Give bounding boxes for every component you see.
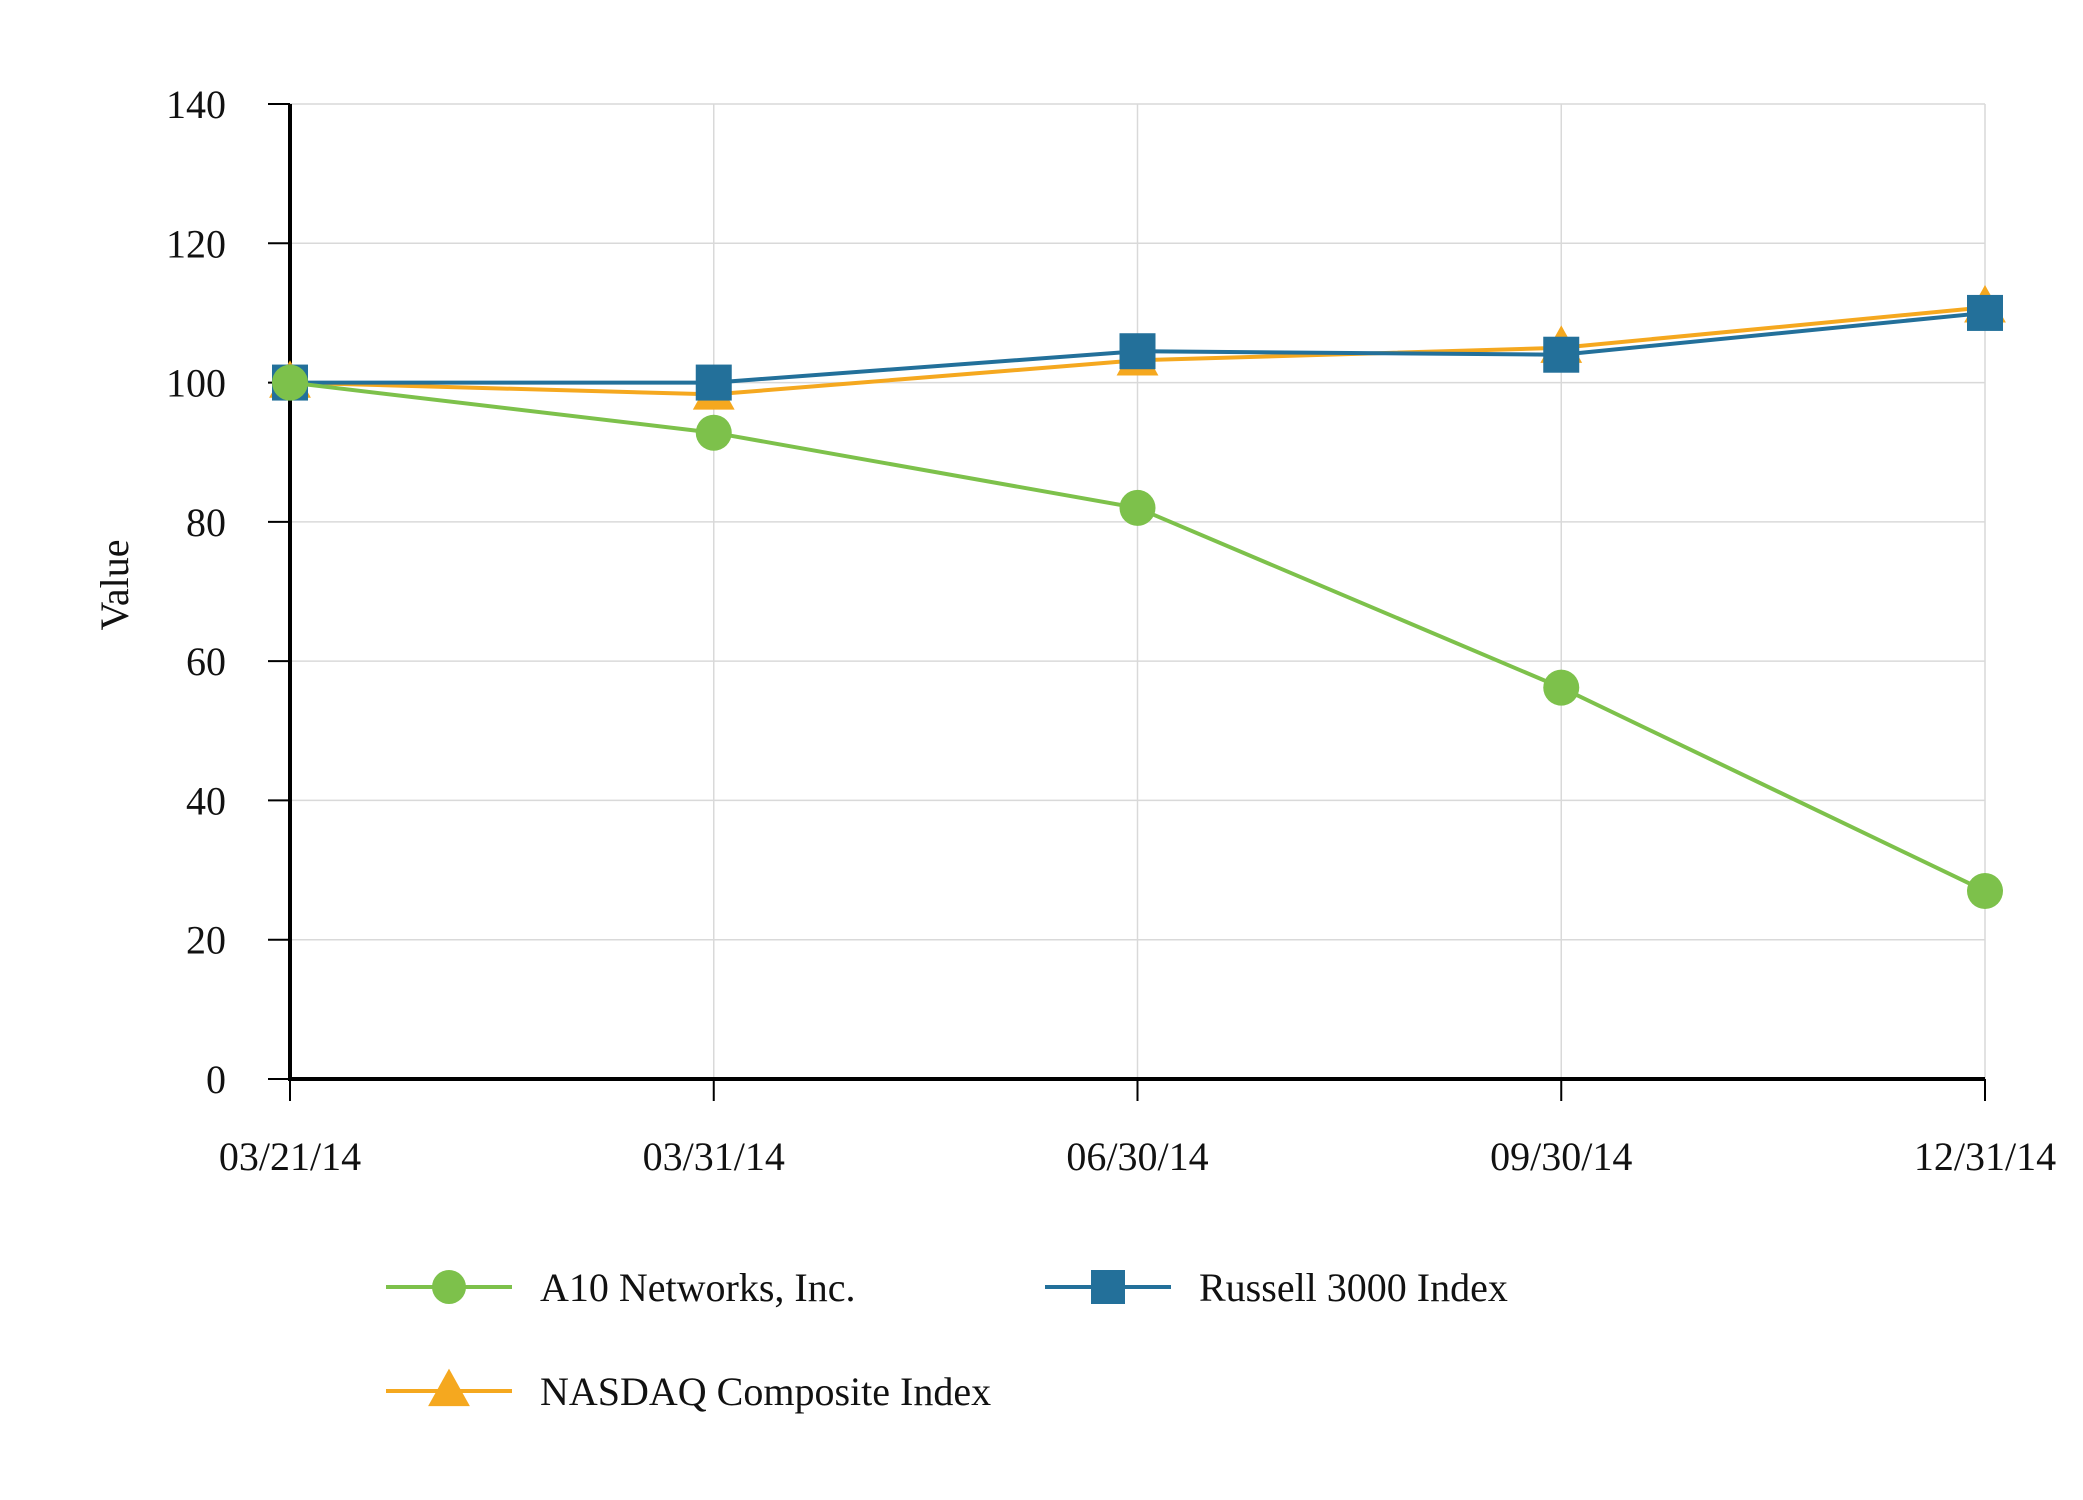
y-tick-label: 100	[166, 361, 226, 406]
legend-label: A10 Networks, Inc.	[540, 1265, 856, 1310]
data-point	[1967, 294, 2003, 331]
legend-label: NASDAQ Composite Index	[540, 1369, 991, 1414]
legend-item: NASDAQ Composite Index	[386, 1368, 991, 1414]
legend-label: Russell 3000 Index	[1199, 1265, 1508, 1310]
legend-marker	[428, 1368, 470, 1407]
grid-lines	[290, 103, 1986, 1079]
x-tick-labels: 03/21/14 03/31/14 06/30/14 09/30/14 12/31/14	[219, 1134, 2056, 1179]
y-tick-label: 40	[186, 778, 226, 823]
data-point	[695, 414, 732, 451]
legend-item: A10 Networks, Inc.	[386, 1265, 856, 1310]
x-tick-label: 03/21/14	[219, 1134, 361, 1179]
legend-marker	[432, 1270, 466, 1304]
y-tick-label: 60	[186, 639, 226, 684]
data-point	[1119, 489, 1156, 526]
y-tick-label: 80	[186, 500, 226, 545]
data-point	[1543, 336, 1580, 373]
data-point	[1967, 872, 2003, 909]
y-tick-label: 120	[166, 221, 226, 266]
y-axis-title: Value	[92, 539, 137, 630]
axes	[268, 103, 1986, 1101]
series-group	[269, 284, 2006, 909]
legend: A10 Networks, Inc. Russell 3000 Index NASD…	[386, 1265, 1508, 1414]
y-tick-label: 20	[186, 918, 226, 963]
x-tick-label: 12/31/14	[1914, 1134, 2056, 1179]
series-circle	[272, 364, 2003, 909]
y-tick-label: 0	[206, 1057, 226, 1102]
legend-item: Russell 3000 Index	[1045, 1265, 1508, 1310]
data-point	[1119, 333, 1156, 370]
x-tick-label: 03/31/14	[643, 1134, 785, 1179]
y-tick-label: 140	[166, 82, 226, 127]
x-tick-label: 09/30/14	[1490, 1134, 1632, 1179]
x-tick-label: 06/30/14	[1066, 1134, 1208, 1179]
data-point	[272, 364, 308, 401]
data-point	[695, 364, 732, 401]
data-point	[1543, 669, 1580, 706]
y-tick-labels: 0 20 40 60 80 100 120 140	[166, 82, 226, 1102]
legend-marker	[1091, 1270, 1125, 1304]
